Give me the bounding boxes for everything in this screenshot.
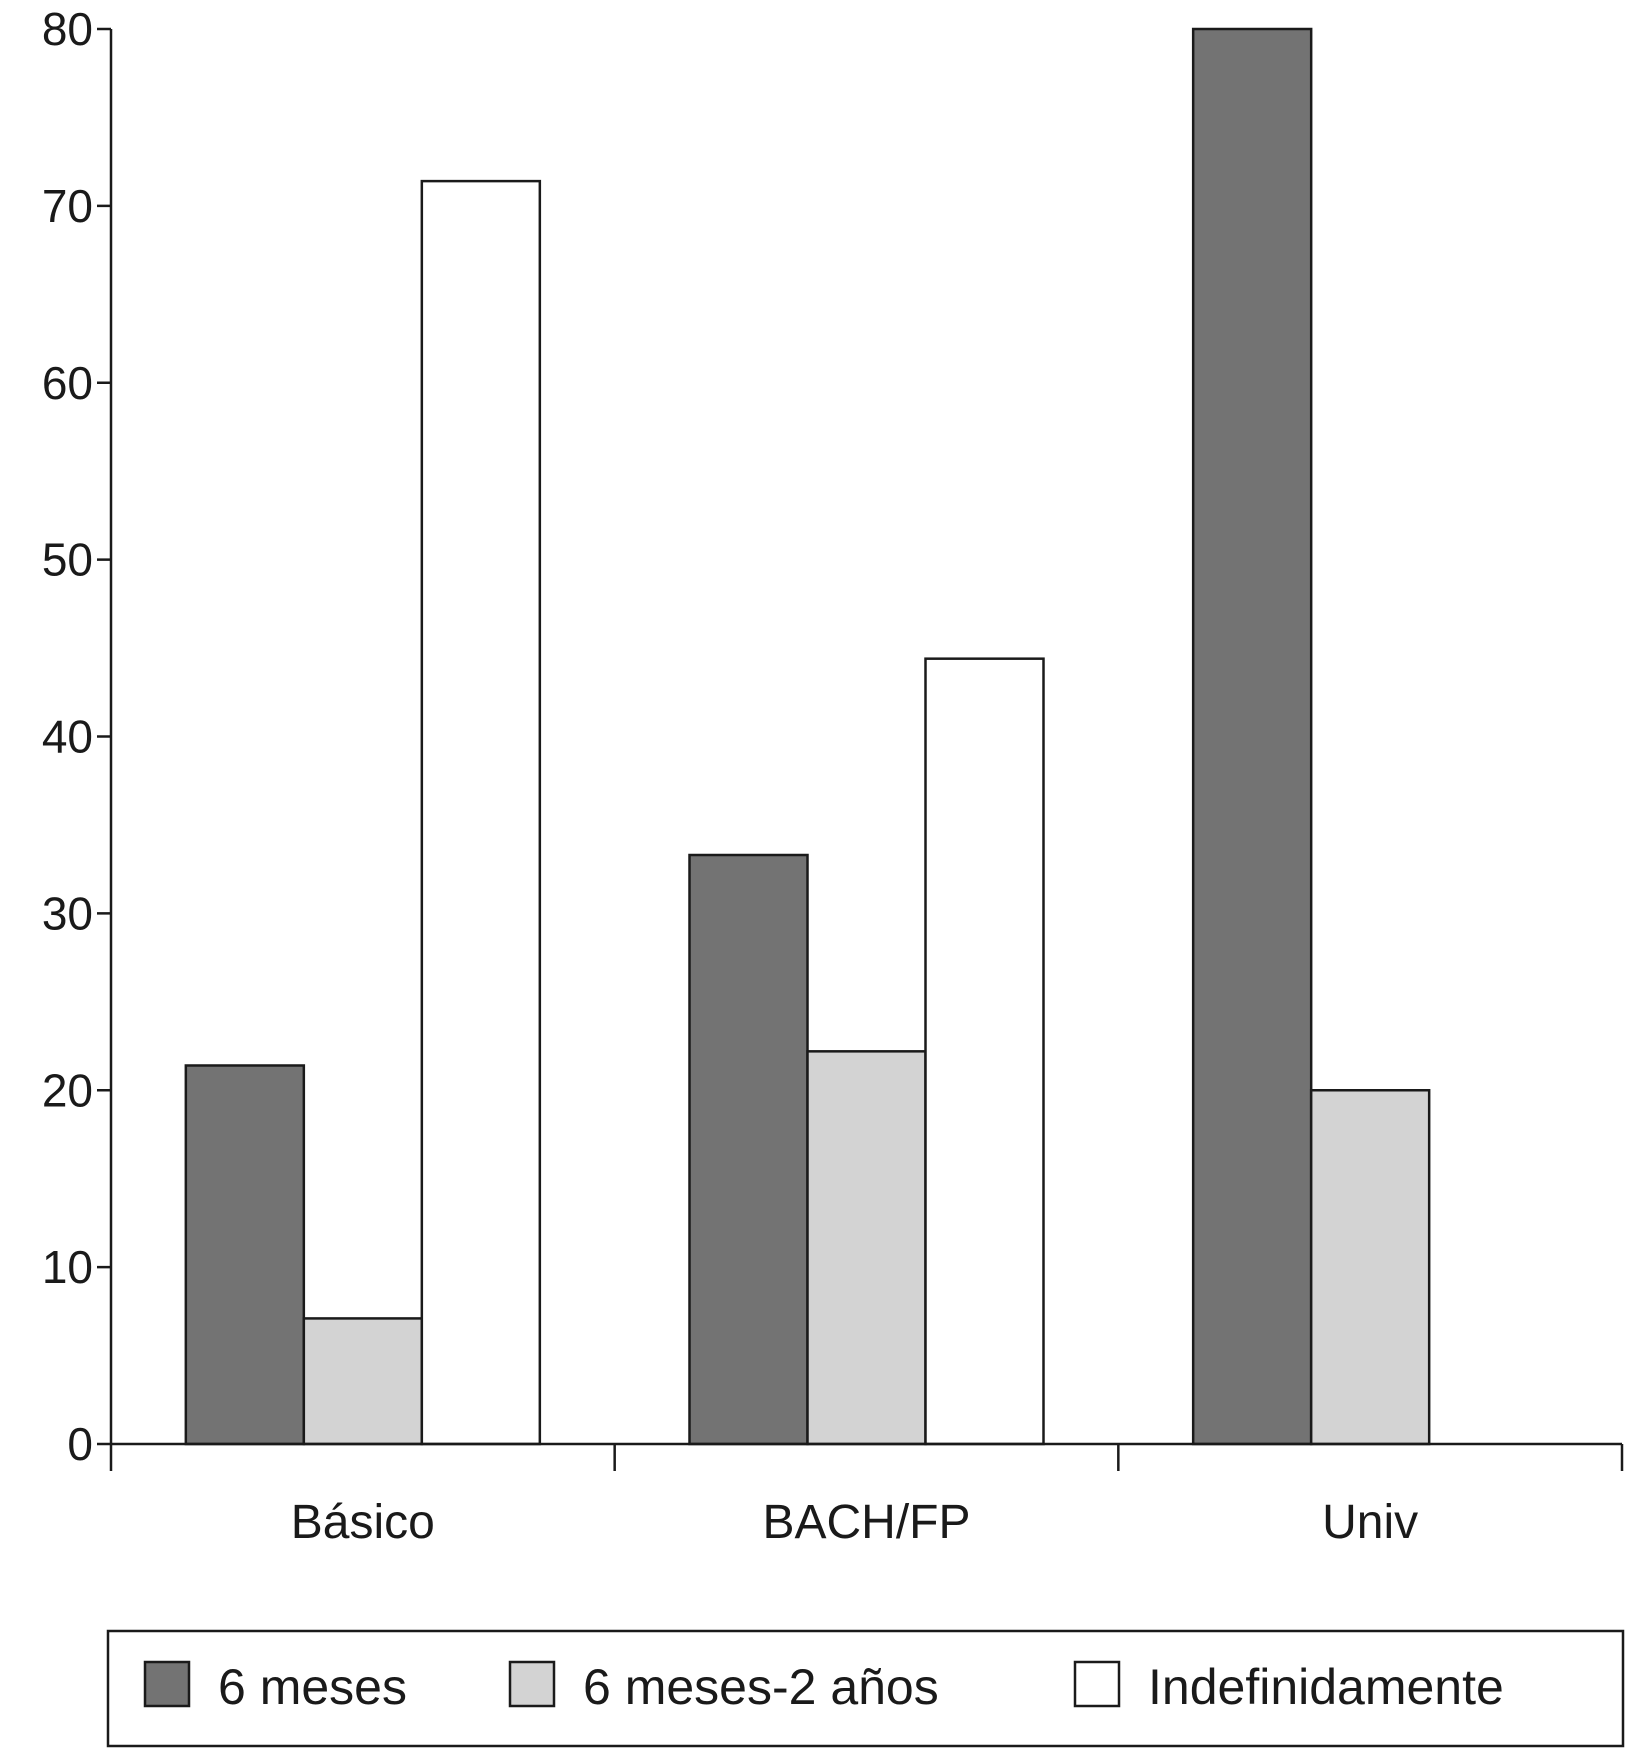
legend-label: Indefinidamente: [1148, 1659, 1504, 1715]
category-label: BACH/FP: [762, 1496, 970, 1549]
y-tick-label: 60: [42, 357, 93, 409]
y-tick-label: 10: [42, 1241, 93, 1293]
category-label: Univ: [1322, 1496, 1418, 1549]
y-tick-label: 0: [67, 1418, 93, 1470]
y-tick-label: 40: [42, 711, 93, 763]
category-label: Básico: [291, 1496, 435, 1549]
x-axis: Básico BACH/FP Univ: [109, 1444, 1624, 1549]
y-tick-label: 50: [42, 534, 93, 586]
bar: [302, 1317, 424, 1446]
y-tick-label: 20: [42, 1064, 93, 1116]
bar: [806, 1050, 927, 1446]
y-tick-label: 70: [42, 180, 93, 232]
bar: [184, 1064, 306, 1446]
bar: [688, 853, 809, 1446]
y-tick-label: 80: [42, 3, 93, 55]
y-tick-label: 30: [42, 887, 93, 939]
y-axis: 0 10 20 30 40 50 60 70 80: [42, 3, 111, 1470]
legend: 6 meses 6 meses-2 años Indefinidamente: [106, 1629, 1625, 1748]
bars: [184, 27, 1431, 1446]
legend-swatch: [143, 1660, 191, 1708]
bar: [420, 179, 542, 1446]
bar: [1309, 1089, 1431, 1446]
legend-label: 6 meses-2 años: [583, 1659, 939, 1715]
bar: [924, 657, 1045, 1446]
legend-box: [106, 1629, 1625, 1748]
legend-swatch: [508, 1660, 556, 1708]
legend-swatch: [1073, 1660, 1121, 1708]
bar: [1191, 27, 1313, 1446]
legend-label: 6 meses: [218, 1659, 407, 1715]
